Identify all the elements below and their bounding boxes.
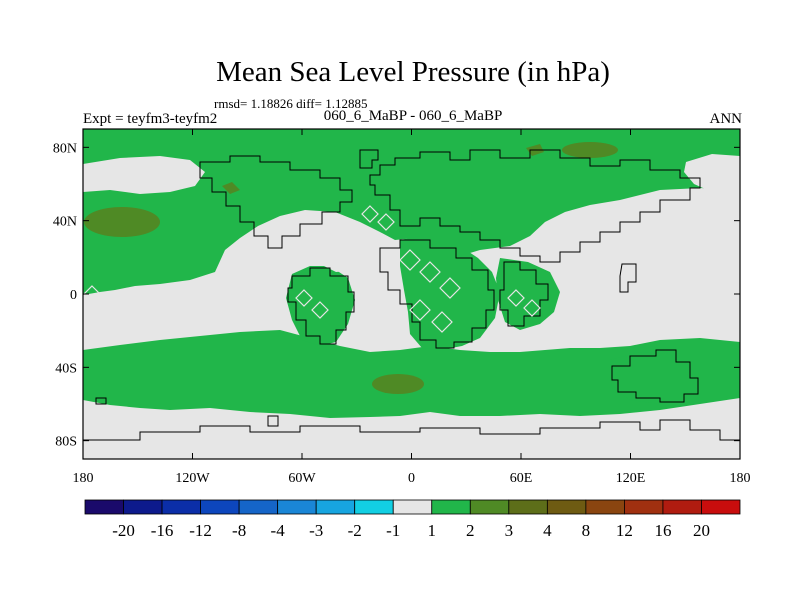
colorbar-box [508,499,548,515]
colorbar-label: 8 [582,521,591,540]
speckle-west-pacific [83,285,117,309]
colorbar-label: 2 [466,521,475,540]
colorbar-box [354,499,394,515]
region-south-america [286,266,355,346]
speckle-patches [83,205,585,333]
y-tick-label: 40S [55,361,77,376]
colorbar-box [546,499,587,515]
coastline-small-island-1 [95,397,107,405]
region-south-band [83,330,740,418]
speckle-asia [551,213,585,243]
speckle-east-asia [507,289,541,317]
x-tick-label: 120W [175,471,210,486]
x-tick-label: 120E [616,471,646,486]
colorbar-label: -3 [309,521,323,540]
region-max-north-pacific [84,207,160,237]
region-east-asia [496,258,560,330]
speckle-south-america [295,289,329,319]
colorbar-box [277,499,317,515]
colorbar-label: 3 [505,521,514,540]
colorbar-label: 20 [693,521,710,540]
region-africa [400,236,500,350]
coastline-north-america [199,155,353,249]
region-arctic-hole-east [684,154,740,192]
x-tick-label: 0 [408,471,415,486]
coastline-east-islands [499,261,549,327]
coastlines [83,149,740,441]
colorbar-box [84,499,124,515]
coastline-greenland [359,149,379,169]
y-axis: 80N 40N 0 40S 80S [53,141,740,450]
case-label: 060_6_MaBP - 060_6_MaBP [323,108,503,124]
region-max-south-atlantic [372,374,424,394]
y-tick-label: 40N [53,215,77,230]
y-tick-label: 0 [70,288,77,303]
colorbar: -20 -16 -12 -8 -4 -3 -2 -1 1 2 3 4 8 12 16 20 [84,499,741,540]
colorbar-box [238,499,279,515]
colorbar-box [431,499,471,515]
colorbar-label: -20 [112,521,135,540]
colorbar-box [585,499,625,515]
season-label: ANN [709,111,743,127]
colorbar-box [123,499,163,515]
colorbar-box [701,499,741,515]
speckle-africa [399,249,461,333]
x-axis: 180 120W 60W 0 60E 120E 180 [73,129,751,486]
x-tick-label: 60E [510,471,533,486]
colorbar-box [200,499,240,515]
x-tick-label: 180 [730,471,751,486]
coastline-small-island-2 [267,415,279,427]
coastline-eurasia [369,149,701,263]
region-arctic-hole-west [83,156,205,194]
region-atlantic-hole [306,218,372,272]
y-tick-label: 80S [55,435,77,450]
coastline-south-america [287,267,355,345]
x-tick-label: 60W [288,471,316,486]
region-australia [610,352,700,404]
colorbar-label: 1 [428,521,437,540]
coastline-africa [379,239,495,349]
colorbar-box [662,499,702,515]
coastline-india [619,263,637,293]
region-small-max-1 [222,182,240,194]
colorbar-label: 16 [654,521,671,540]
colorbar-box [315,499,356,515]
speckle-north-america [361,205,395,231]
colorbar-box [161,499,201,515]
chart-title: Mean Sea Level Pressure (in hPa) [216,56,610,88]
region-pacific-hole [560,208,660,268]
colorbar-box [392,499,433,515]
coastline-antarctica [83,419,740,441]
colorbar-label: -16 [151,521,174,540]
stats-label: rmsd= 1.18826 diff= 1.12885 [214,96,368,111]
colorbar-label: -8 [232,521,246,540]
region-north-band [83,129,740,295]
region-max-arctic [562,142,618,158]
colorbar-box [624,499,664,515]
y-tick-label: 80N [53,141,77,156]
colorbar-label: -4 [271,521,286,540]
experiment-label: Expt = teyfm3-teyfm2 [83,111,218,127]
colorbar-label: 4 [543,521,552,540]
colorbar-label: -1 [386,521,400,540]
coastline-australia [611,349,699,403]
colorbar-label: -2 [348,521,362,540]
colorbar-box [469,499,510,515]
map-field [83,129,740,459]
colorbar-label: -12 [189,521,212,540]
x-tick-label: 180 [73,471,94,486]
colorbar-label: 12 [616,521,633,540]
